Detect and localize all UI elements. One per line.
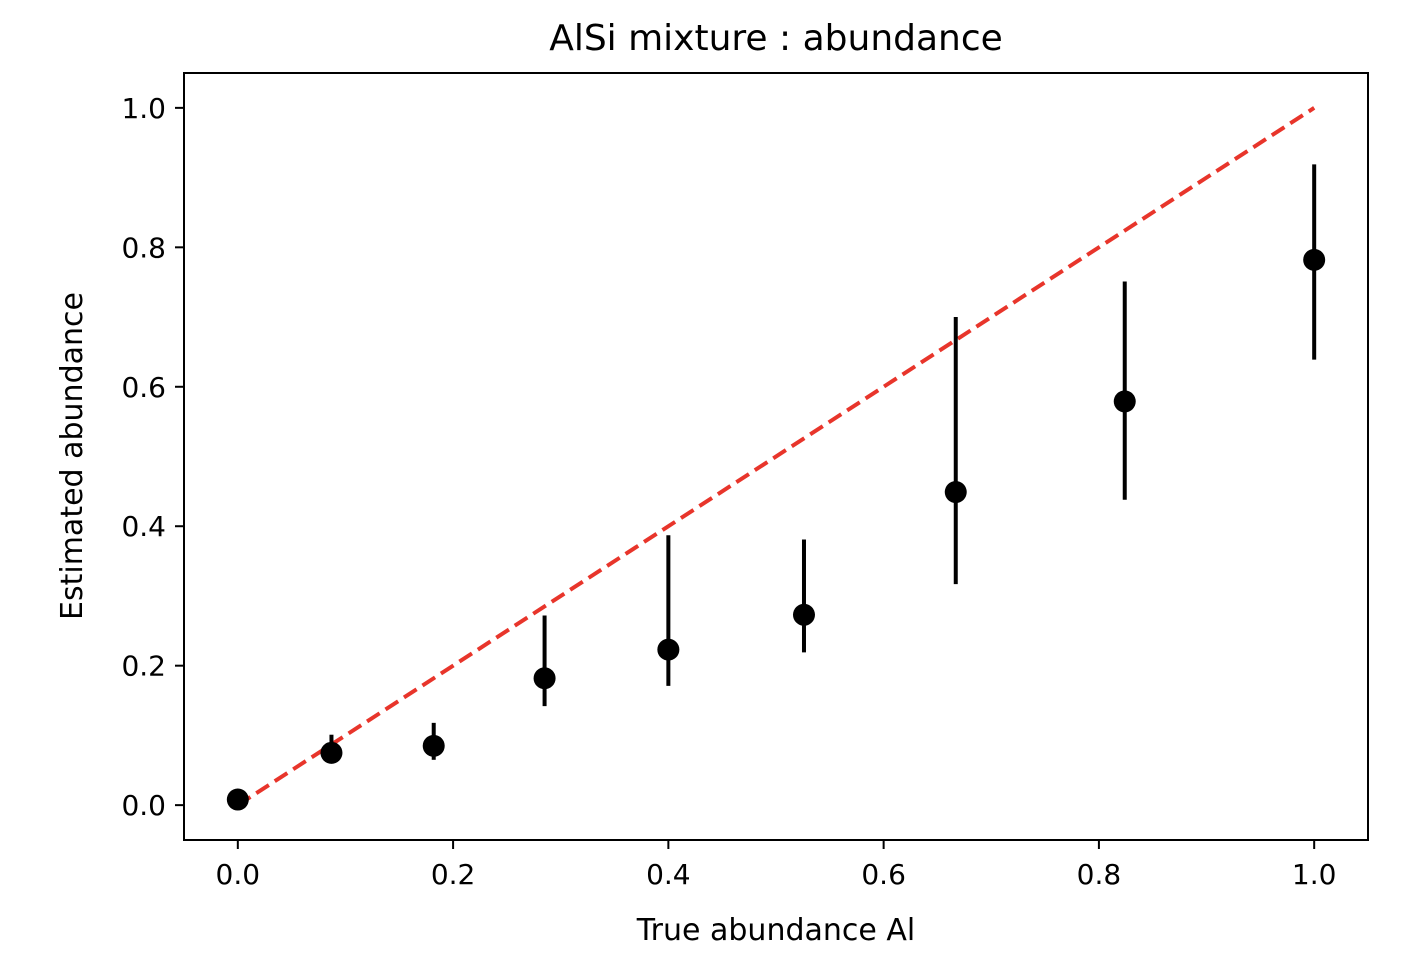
x-tick-label: 1.0 <box>1292 858 1337 891</box>
plot-area <box>226 106 1326 811</box>
data-point <box>533 667 556 690</box>
y-tick-label: 0.4 <box>121 510 166 543</box>
data-point <box>320 741 343 764</box>
data-point <box>1113 390 1136 413</box>
data-point <box>944 481 967 504</box>
x-tick-label: 0.4 <box>646 858 691 891</box>
y-tick-label: 1.0 <box>121 92 166 125</box>
plot-frame <box>183 72 1369 841</box>
data-point <box>422 734 445 757</box>
y-tick-label: 0.6 <box>121 371 166 404</box>
data-point <box>792 603 815 626</box>
data-point <box>657 638 680 661</box>
x-tick-label: 0.2 <box>431 858 476 891</box>
axis-ticks: 0.0 0.2 0.4 0.6 0.8 1.0 0.0 0.2 0.4 0.6 0.8 1.0 <box>121 92 1336 891</box>
chart-title: AlSi mixture : abundance <box>549 18 1003 59</box>
data-point <box>226 788 249 811</box>
y-tick-label: 0.0 <box>121 789 166 822</box>
y-tick-label: 0.2 <box>121 650 166 683</box>
y-axis-label: Estimated abundance <box>55 292 90 620</box>
x-axis-label: True abundance Al <box>636 913 916 948</box>
x-tick-label: 0.6 <box>861 858 906 891</box>
x-tick-label: 0.0 <box>216 858 261 891</box>
y-tick-label: 0.8 <box>121 231 166 264</box>
data-point <box>1303 248 1326 271</box>
x-tick-label: 0.8 <box>1077 858 1122 891</box>
reference-line <box>236 106 1316 807</box>
